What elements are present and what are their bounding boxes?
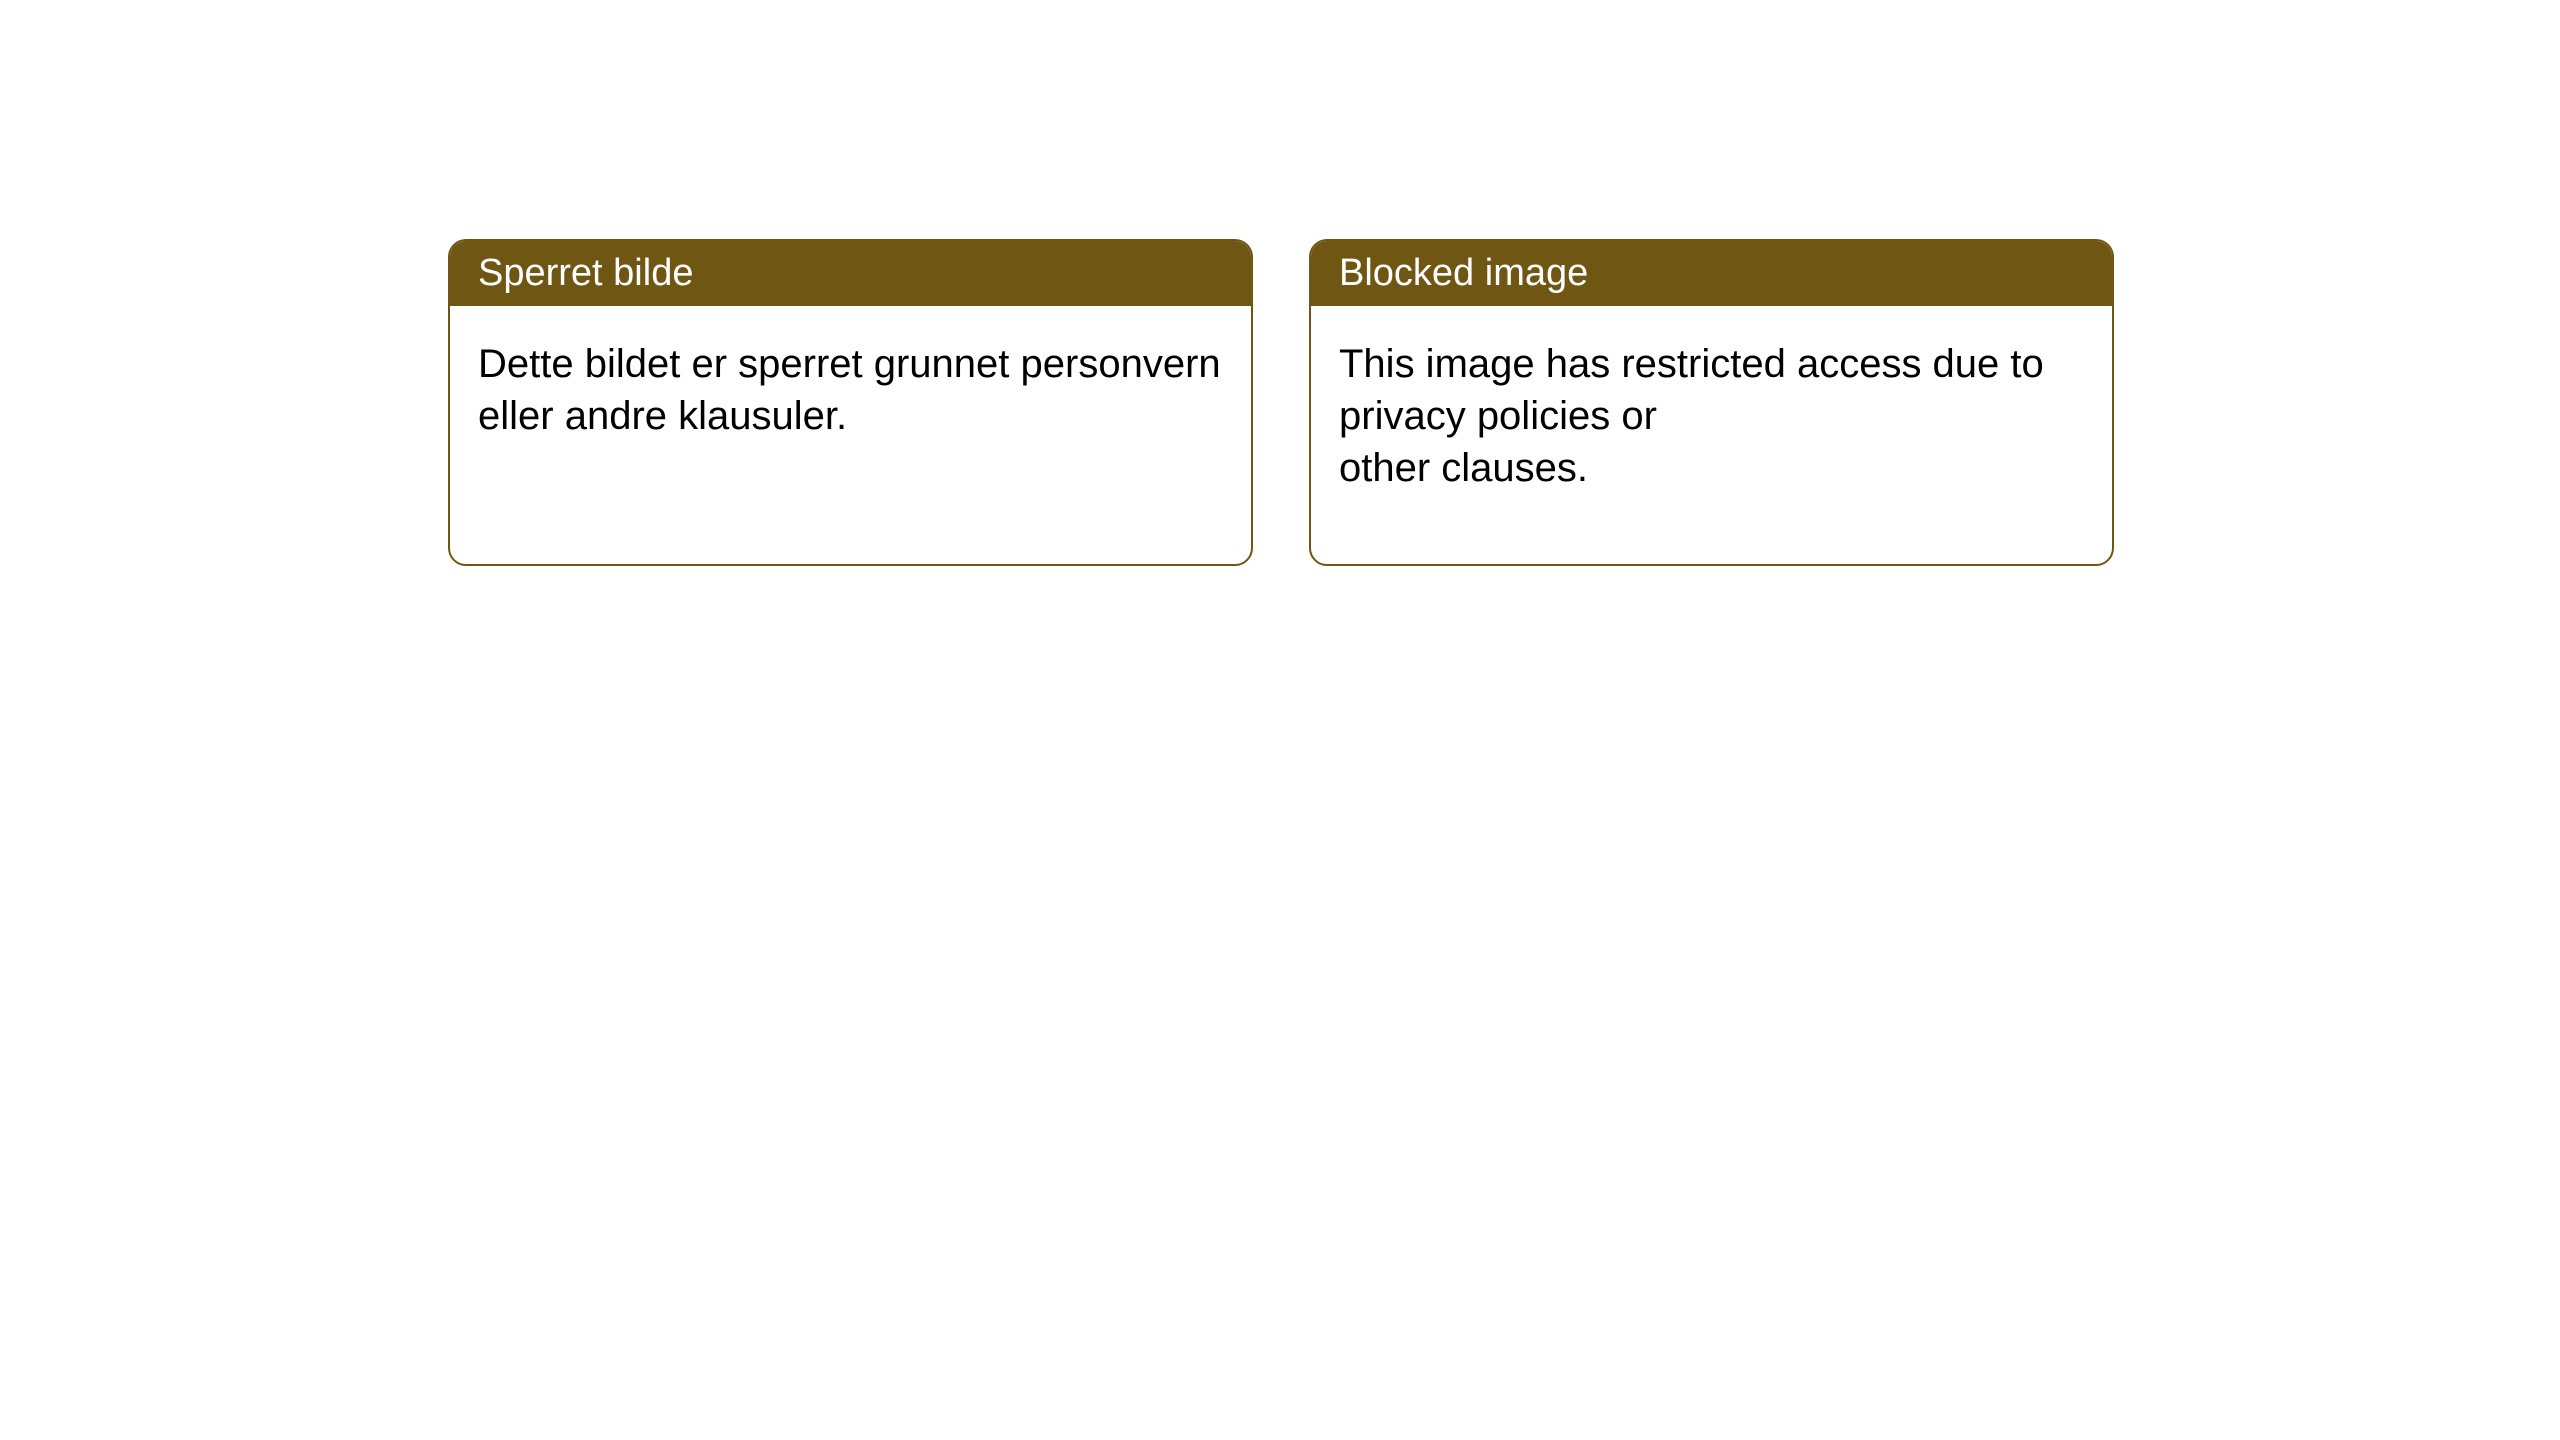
notice-container: Sperret bilde Dette bildet er sperret gr… <box>448 239 2114 566</box>
notice-body-en: This image has restricted access due to … <box>1311 306 2112 564</box>
notice-body-no: Dette bildet er sperret grunnet personve… <box>450 306 1251 512</box>
notice-title-no: Sperret bilde <box>450 241 1251 306</box>
notice-title-en: Blocked image <box>1311 241 2112 306</box>
notice-card-en: Blocked image This image has restricted … <box>1309 239 2114 566</box>
notice-card-no: Sperret bilde Dette bildet er sperret gr… <box>448 239 1253 566</box>
